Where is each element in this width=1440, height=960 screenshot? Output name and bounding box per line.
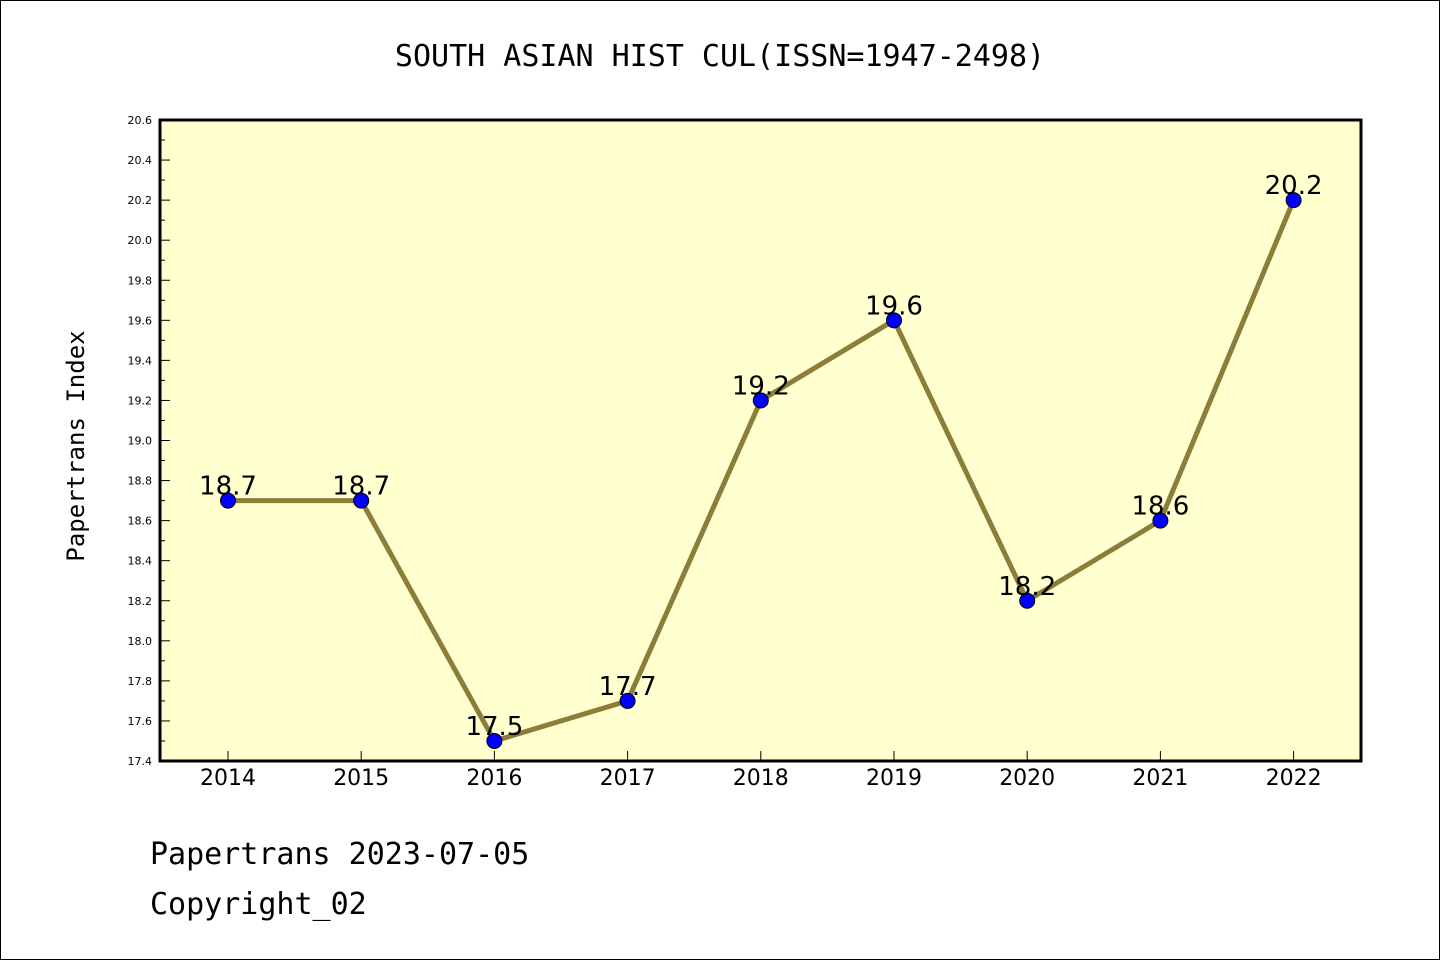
y-tick-label: 19.4 bbox=[128, 354, 153, 367]
y-tick-label: 18.2 bbox=[128, 595, 153, 608]
chart-title: SOUTH ASIAN HIST CUL(ISSN=1947-2498) bbox=[395, 39, 1045, 74]
data-point bbox=[1019, 592, 1036, 609]
data-label: 18.7 bbox=[332, 472, 390, 502]
y-tick-label: 17.6 bbox=[128, 715, 153, 728]
data-label: 20.2 bbox=[1265, 171, 1323, 201]
data-label: 18.2 bbox=[998, 572, 1056, 602]
data-point bbox=[619, 692, 636, 709]
data-label: 18.6 bbox=[1131, 492, 1189, 522]
y-axis: 17.4 17.6 17.8 18.0 18.2 18.4 18.6 18.8 19.0 19.2… bbox=[128, 114, 170, 768]
data-point bbox=[752, 392, 769, 409]
x-tick-label: 2017 bbox=[600, 766, 656, 791]
data-label: 17.7 bbox=[599, 672, 657, 702]
x-tick-label: 2021 bbox=[1132, 766, 1188, 791]
plot-area bbox=[158, 118, 1363, 763]
y-tick-label: 19.0 bbox=[128, 435, 153, 448]
series-line-group: 18.7 18.7 17.5 17.7 19.2 19.6 18.2 18.6 20.2 bbox=[199, 171, 1323, 749]
y-tick-label: 18.0 bbox=[128, 635, 153, 648]
y-tick-label: 17.8 bbox=[128, 675, 153, 688]
x-tick-label: 2014 bbox=[200, 766, 256, 791]
y-tick-label: 19.8 bbox=[128, 274, 153, 287]
y-tick-label: 18.8 bbox=[128, 475, 153, 488]
footer-date: Papertrans 2023-07-05 bbox=[150, 837, 529, 872]
y-tick-label: 19.6 bbox=[128, 314, 153, 327]
data-point bbox=[886, 312, 902, 329]
y-tick-label: 18.4 bbox=[128, 555, 153, 568]
y-tick-label: 20.6 bbox=[128, 114, 153, 127]
y-tick-label: 19.2 bbox=[128, 394, 153, 407]
x-tick-label: 2022 bbox=[1266, 766, 1322, 791]
x-tick-label: 2018 bbox=[733, 766, 789, 791]
data-label: 19.6 bbox=[865, 291, 923, 321]
x-tick-label: 2020 bbox=[999, 766, 1055, 791]
x-tick-label: 2016 bbox=[466, 766, 522, 791]
x-axis: 2014 2015 2016 2017 2018 2019 2020 2021 2022 bbox=[200, 751, 1322, 791]
data-point bbox=[353, 492, 370, 509]
data-label: 17.5 bbox=[465, 712, 523, 742]
y-tick-label: 20.0 bbox=[128, 234, 153, 247]
y-tick-label: 20.2 bbox=[128, 194, 153, 207]
data-point bbox=[1152, 512, 1169, 529]
y-tick-label: 18.6 bbox=[128, 515, 153, 528]
y-tick-label: 17.4 bbox=[128, 755, 153, 768]
footer-copyright: Copyright_02 bbox=[150, 887, 367, 922]
y-tick-label: 20.4 bbox=[128, 154, 153, 167]
data-label: 18.7 bbox=[199, 472, 257, 502]
data-point bbox=[1285, 192, 1302, 209]
y-axis-label: Papertrans Index bbox=[62, 330, 90, 561]
x-tick-label: 2015 bbox=[333, 766, 389, 791]
data-point bbox=[486, 732, 503, 749]
x-tick-label: 2019 bbox=[866, 766, 922, 791]
data-point bbox=[220, 492, 236, 509]
data-label: 19.2 bbox=[732, 371, 790, 401]
